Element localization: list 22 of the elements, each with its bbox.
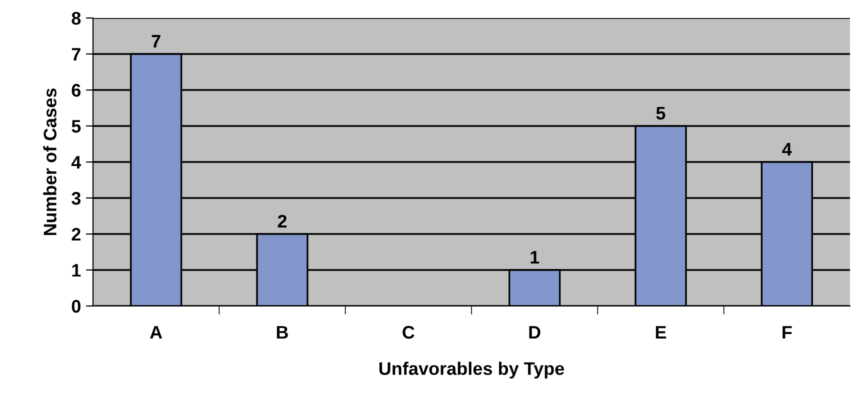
x-tick-label: F [782, 326, 792, 339]
data-label: 2 [278, 214, 287, 228]
data-label: 4 [782, 143, 792, 156]
y-tick-label: 7 [72, 48, 80, 61]
data-label: 7 [152, 35, 160, 48]
y-tick-label: 5 [72, 120, 81, 133]
y-tick-label: 1 [72, 264, 81, 277]
x-tick-label: B [276, 326, 288, 339]
x-axis-title: Unfavorables by Type [379, 362, 564, 379]
y-axis-title: Number of Cases [43, 88, 56, 236]
y-tick-label: 8 [72, 12, 81, 25]
x-tick-label: D [529, 326, 540, 339]
y-tick-label: 0 [72, 300, 80, 313]
data-label: 5 [656, 107, 666, 120]
data-label: 1 [530, 251, 540, 264]
y-tick-label: 4 [71, 156, 82, 169]
y-tick-label: 3 [72, 192, 81, 205]
y-tick-label: 6 [72, 84, 81, 97]
y-tick-label: 2 [72, 228, 80, 241]
x-tick-label: E [656, 326, 666, 339]
x-tick-label: C [402, 326, 414, 339]
x-tick-label: A [150, 326, 162, 339]
